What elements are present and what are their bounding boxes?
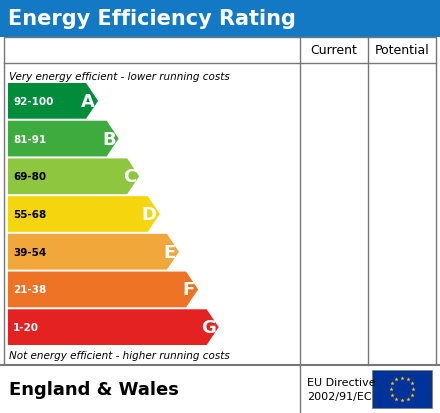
Text: C: C xyxy=(123,168,136,186)
Text: A: A xyxy=(81,93,95,111)
Bar xyxy=(372,370,432,408)
Text: 2002/91/EC: 2002/91/EC xyxy=(307,391,372,401)
Bar xyxy=(4,38,436,365)
Polygon shape xyxy=(8,159,139,195)
Text: 92-100: 92-100 xyxy=(13,97,53,107)
Bar xyxy=(0,365,440,413)
Text: 55-68: 55-68 xyxy=(13,209,46,219)
Text: 39-54: 39-54 xyxy=(13,247,46,257)
Polygon shape xyxy=(8,121,119,157)
Text: E: E xyxy=(164,243,176,261)
Text: 21-38: 21-38 xyxy=(13,285,46,295)
Text: B: B xyxy=(102,130,116,148)
Text: England & Wales: England & Wales xyxy=(9,380,179,398)
Polygon shape xyxy=(8,234,179,270)
Text: Very energy efficient - lower running costs: Very energy efficient - lower running co… xyxy=(9,72,230,82)
Text: 1-20: 1-20 xyxy=(13,323,39,332)
Text: Not energy efficient - higher running costs: Not energy efficient - higher running co… xyxy=(9,350,230,360)
Bar xyxy=(0,0,440,38)
Polygon shape xyxy=(8,272,198,308)
Polygon shape xyxy=(8,309,219,345)
Text: G: G xyxy=(201,318,216,336)
Text: Energy Efficiency Rating: Energy Efficiency Rating xyxy=(8,9,296,29)
Polygon shape xyxy=(8,197,160,232)
Text: D: D xyxy=(142,206,157,223)
Text: F: F xyxy=(183,281,195,299)
Polygon shape xyxy=(8,84,98,119)
Text: Potential: Potential xyxy=(374,44,429,57)
Text: 69-80: 69-80 xyxy=(13,172,46,182)
Text: 81-91: 81-91 xyxy=(13,134,46,144)
Text: Current: Current xyxy=(311,44,357,57)
Text: EU Directive: EU Directive xyxy=(307,377,376,387)
